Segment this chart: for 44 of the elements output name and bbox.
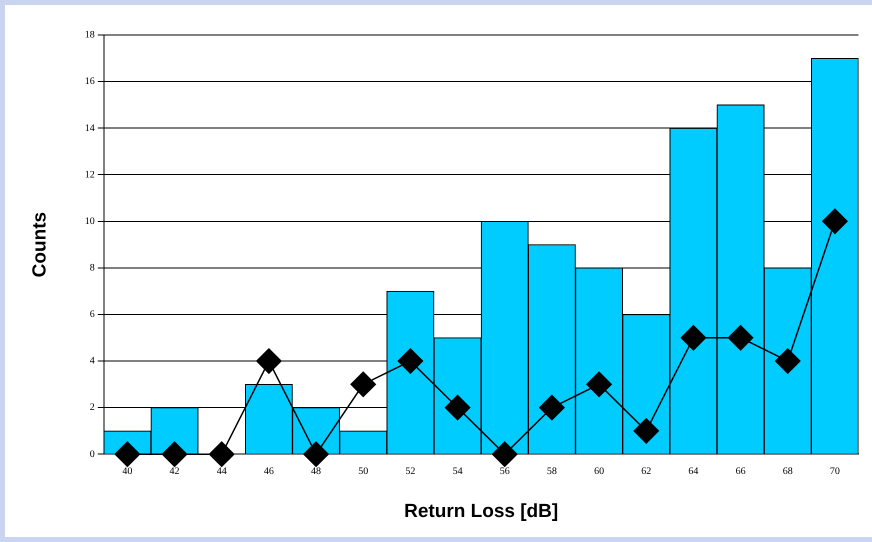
point: [398, 348, 424, 374]
y-tick-label: 0: [90, 448, 95, 460]
point: [114, 441, 140, 467]
x-tick-label: 54: [452, 466, 463, 477]
x-tick-label: 50: [358, 466, 368, 477]
point: [586, 372, 612, 398]
x-tick-label: 52: [405, 466, 416, 477]
point: [256, 348, 282, 374]
x-tick-label: 60: [594, 466, 604, 477]
x-tick-label: 42: [170, 466, 180, 477]
x-tick-label: 46: [264, 466, 274, 477]
point: [350, 372, 376, 398]
y-axis-title: Counts: [30, 212, 51, 278]
x-tick-label: 66: [736, 466, 746, 477]
x-tick-label: 40: [122, 466, 132, 477]
x-tick-label: 62: [641, 466, 652, 477]
point: [162, 441, 188, 467]
y-tick-label: 14: [84, 122, 95, 134]
x-tick-label: 58: [546, 466, 557, 477]
x-tick-label: 48: [311, 466, 322, 477]
y-tick-label: 2: [90, 402, 95, 414]
point: [633, 418, 659, 444]
y-tick-label: 16: [84, 76, 95, 88]
x-tick-label: 64: [688, 466, 698, 477]
point: [822, 208, 848, 234]
point: [680, 325, 706, 351]
point: [774, 348, 800, 374]
point: [492, 441, 518, 467]
x-tick-label: 44: [216, 466, 227, 477]
point: [444, 394, 470, 420]
point: [728, 325, 754, 351]
x-tick-label: 56: [500, 466, 510, 477]
point: [303, 441, 329, 467]
x-tick-label: 68: [782, 466, 793, 477]
point: [208, 441, 234, 467]
y-tick-label: 4: [90, 356, 95, 367]
y-tick-label: 18: [84, 30, 95, 41]
y-tick-label: 12: [84, 169, 95, 180]
y-tick-label: 8: [90, 262, 95, 274]
y-tick-label: 6: [90, 309, 95, 320]
x-axis-title: Return Loss [dB]: [404, 500, 558, 522]
point: [539, 394, 565, 420]
x-tick-label: 70: [830, 466, 840, 477]
y-tick-label: 10: [84, 216, 95, 227]
